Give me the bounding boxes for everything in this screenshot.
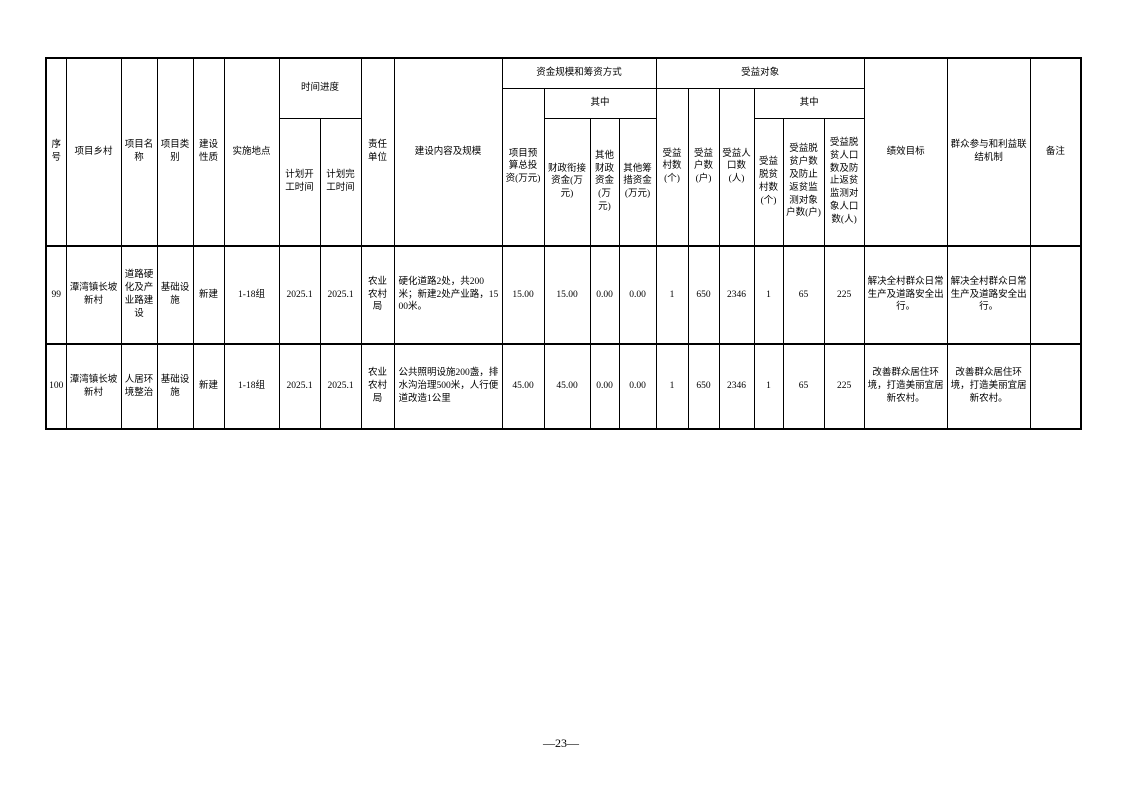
cell-location: 1-18组 (223, 245, 280, 345)
col-header-remarks: 备注 (1029, 57, 1082, 247)
cell-content-scale: 公共照明设施200盏，排水沟治理500米，人行便道改造1公里 (393, 343, 503, 430)
cell-project-name: 道路硬化及产业路建设 (120, 245, 158, 345)
cell-category: 基础设施 (156, 343, 194, 430)
cell-nature: 新建 (192, 245, 225, 345)
col-header-benefit-households: 受益户数(户) (687, 87, 720, 247)
cell-responsible-unit: 农业农村局 (360, 245, 395, 345)
cell-benefit-poverty-population: 225 (823, 245, 865, 345)
col-header-category: 项目类别 (156, 57, 194, 247)
cell-nature: 新建 (192, 343, 225, 430)
table-row-100: 100 潭湾镇长坡新村 人居环境整治 基础设施 新建 1-18组 2025.1 … (45, 343, 1082, 430)
page-number: —23— (543, 736, 579, 750)
col-header-total-budget: 项目预算总投资(万元) (501, 87, 545, 247)
cell-end-time: 2025.1 (319, 343, 362, 430)
col-header-benefit-poverty-households: 受益脱贫户数及防止返贫监测对象户数(户) (782, 117, 825, 247)
col-header-location: 实施地点 (223, 57, 280, 247)
cell-benefit-villages: 1 (655, 245, 689, 345)
cell-seq: 100 (45, 343, 67, 430)
col-header-performance-goal: 绩效目标 (863, 57, 948, 247)
cell-start-time: 2025.1 (278, 343, 321, 430)
cell-village: 潭湾镇长坡新村 (65, 343, 122, 430)
cell-responsible-unit: 农业农村局 (360, 343, 395, 430)
cell-benefit-poverty-households: 65 (782, 245, 825, 345)
cell-fiscal-linkage: 15.00 (543, 245, 591, 345)
group-header-time-progress: 时间进度 (278, 57, 362, 119)
col-header-benefit-population: 受益人口数(人) (718, 87, 755, 247)
col-header-project-name: 项目名称 (120, 57, 158, 247)
cell-participation: 改善群众居住环境，打造美丽宜居新农村。 (946, 343, 1031, 430)
cell-total-budget: 15.00 (501, 245, 545, 345)
group-header-beneficiary: 受益对象 (655, 57, 865, 89)
col-header-participation: 群众参与和利益联结机制 (946, 57, 1031, 247)
col-header-seq: 序号 (45, 57, 67, 247)
cell-performance-goal: 解决全村群众日常生产及道路安全出行。 (863, 245, 948, 345)
cell-benefit-population: 2346 (718, 245, 755, 345)
cell-benefit-villages: 1 (655, 343, 689, 430)
cell-location: 1-18组 (223, 343, 280, 430)
table-row-99: 99 潭湾镇长坡新村 道路硬化及产业路建设 基础设施 新建 1-18组 2025… (45, 245, 1082, 345)
cell-other-raised: 0.00 (618, 245, 657, 345)
cell-benefit-population: 2346 (718, 343, 755, 430)
cell-end-time: 2025.1 (319, 245, 362, 345)
col-header-benefit-villages: 受益村数(个) (655, 87, 689, 247)
col-header-other-raised: 其他筹措资金(万元) (618, 117, 657, 247)
cell-content-scale: 硬化道路2处，共200米；新建2处产业路，1500米。 (393, 245, 503, 345)
cell-remarks (1029, 343, 1082, 430)
col-header-benefit-poverty-villages: 受益脱贫村数(个) (753, 117, 784, 247)
cell-benefit-poverty-population: 225 (823, 343, 865, 430)
cell-other-fiscal: 0.00 (589, 343, 620, 430)
cell-category: 基础设施 (156, 245, 194, 345)
cell-benefit-households: 650 (687, 343, 720, 430)
col-header-benefit-poverty-population: 受益脱贫人口数及防止返贫监测对象人口数(人) (823, 117, 865, 247)
col-header-village: 项目乡村 (65, 57, 122, 247)
cell-start-time: 2025.1 (278, 245, 321, 345)
cell-benefit-poverty-households: 65 (782, 343, 825, 430)
cell-participation: 解决全村群众日常生产及道路安全出行。 (946, 245, 1031, 345)
col-header-content-scale: 建设内容及规模 (393, 57, 503, 247)
cell-performance-goal: 改善群众居住环境，打造美丽宜居新农村。 (863, 343, 948, 430)
project-plan-table: 序号 项目乡村 项目名称 项目类别 建设性质 实施地点 时间进度 责任单位 建设… (45, 57, 1083, 430)
cell-fiscal-linkage: 45.00 (543, 343, 591, 430)
cell-benefit-households: 650 (687, 245, 720, 345)
cell-benefit-poverty-villages: 1 (753, 343, 784, 430)
col-header-fiscal-linkage: 财政衔接资金(万元) (543, 117, 591, 247)
cell-project-name: 人居环境整治 (120, 343, 158, 430)
cell-remarks (1029, 245, 1082, 345)
cell-village: 潭湾镇长坡新村 (65, 245, 122, 345)
group-header-funding: 资金规模和筹资方式 (501, 57, 657, 89)
subgroup-header-funding-among: 其中 (543, 87, 657, 119)
col-header-other-fiscal: 其他财政资金(万元) (589, 117, 620, 247)
col-header-responsible-unit: 责任单位 (360, 57, 395, 247)
col-header-end-time: 计划完工时间 (319, 117, 362, 247)
cell-total-budget: 45.00 (501, 343, 545, 430)
col-header-start-time: 计划开工时间 (278, 117, 321, 247)
cell-other-raised: 0.00 (618, 343, 657, 430)
cell-seq: 99 (45, 245, 67, 345)
col-header-nature: 建设性质 (192, 57, 225, 247)
subgroup-header-beneficiary-among: 其中 (753, 87, 865, 119)
cell-other-fiscal: 0.00 (589, 245, 620, 345)
cell-benefit-poverty-villages: 1 (753, 245, 784, 345)
